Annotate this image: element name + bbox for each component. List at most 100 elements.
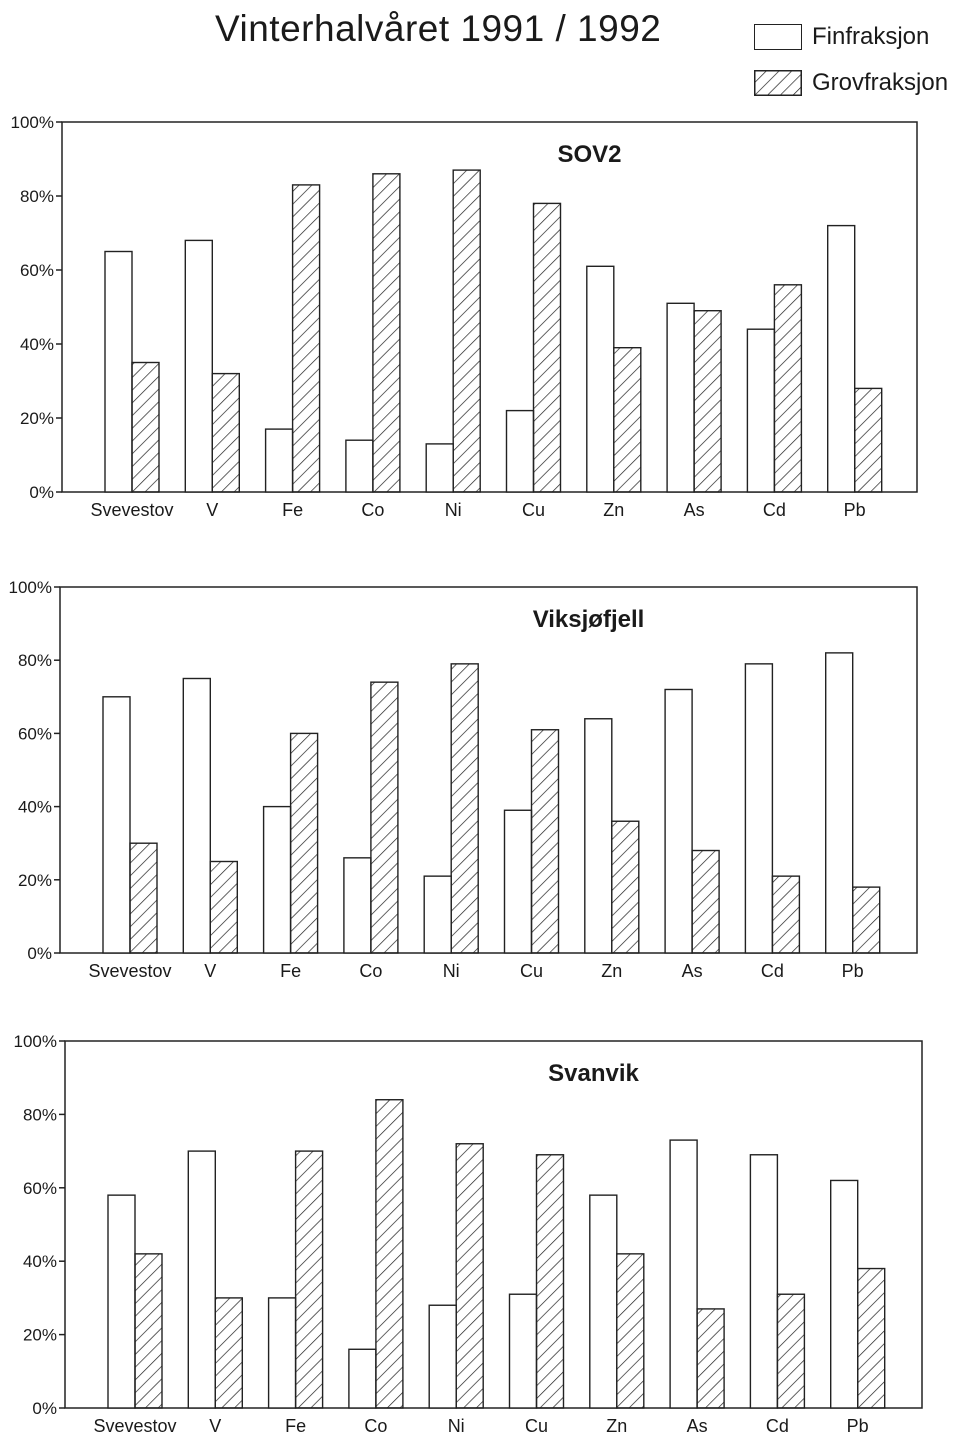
x-tick-label: Zn <box>606 1416 627 1436</box>
page-title: Vinterhalvåret 1991 / 1992 <box>215 8 662 49</box>
bar-finfraksjon <box>264 428 294 493</box>
x-tick-label: Fe <box>280 961 301 981</box>
legend-label-coarse: Grovfraksjon <box>812 69 949 96</box>
x-tick-label: Svevestov <box>88 961 171 981</box>
y-tick-label: 0% <box>32 1399 57 1418</box>
y-tick-label: 60% <box>20 261 54 280</box>
bar-finfraksjon <box>669 1139 698 1409</box>
bar-grovfraksjon <box>773 284 803 493</box>
bar-grovfraksjon <box>854 387 883 493</box>
bar-finfraksjon <box>503 809 533 954</box>
bar-grovfraksjon <box>452 169 481 493</box>
y-tick-label: 100% <box>9 578 52 597</box>
bar-finfraksjon <box>182 677 212 954</box>
x-tick-label: Fe <box>282 500 303 520</box>
y-tick-label: 0% <box>27 944 52 963</box>
bar-grovfraksjon <box>455 1143 484 1409</box>
y-tick-label: 80% <box>18 651 52 670</box>
y-tick-label: 40% <box>20 335 54 354</box>
bar-finfraksjon <box>589 1194 618 1409</box>
bar-finfraksjon <box>107 1194 136 1409</box>
x-tick-label: Co <box>361 500 384 520</box>
x-tick-label: Pb <box>847 1416 869 1436</box>
x-tick-label: Ni <box>443 961 460 981</box>
bar-grovfraksjon <box>214 1297 244 1409</box>
bar-finfraksjon <box>425 443 454 493</box>
bar-finfraksjon <box>184 239 214 493</box>
y-tick-label: 20% <box>20 409 54 428</box>
bar-grovfraksjon <box>616 1253 645 1409</box>
y-tick-label: 0% <box>29 483 54 502</box>
legend-item-fine: Finfraksjon <box>754 22 929 52</box>
x-tick-label: Cd <box>763 500 786 520</box>
chart-sov2: 0% 20% 40% 60% 80% 100% SOV2 Svevestov V Fe Co Ni Cu… <box>11 113 918 520</box>
bar-finfraksjon <box>586 265 615 493</box>
plot-frame <box>61 121 918 493</box>
bar-finfraksjon <box>744 663 774 954</box>
x-tick-label: V <box>204 961 216 981</box>
y-tick-label: 40% <box>18 798 52 817</box>
bar-grovfraksjon <box>372 173 401 493</box>
bar-finfraksjon <box>749 1154 779 1409</box>
bar-grovfraksjon <box>776 1293 806 1409</box>
x-tick-label: Cu <box>522 500 545 520</box>
chart-title: Viksjøfjell <box>533 606 645 633</box>
bar-finfraksjon <box>827 224 856 493</box>
bar-grovfraksjon <box>370 681 399 954</box>
bar-grovfraksjon <box>530 729 560 954</box>
legend-label-fine: Finfraksjon <box>812 23 930 50</box>
bar-grovfraksjon <box>771 875 801 954</box>
y-tick-label: 80% <box>20 187 54 206</box>
bar-grovfraksjon <box>131 361 160 493</box>
bar-grovfraksjon <box>375 1099 404 1409</box>
x-tick-label: Zn <box>601 961 622 981</box>
bar-finfraksjon <box>666 302 695 493</box>
bar-finfraksjon <box>584 718 613 954</box>
x-tick-label: Ni <box>445 500 462 520</box>
plot-frame <box>59 586 918 954</box>
x-tick-label: Cu <box>525 1416 548 1436</box>
bar-finfraksjon <box>343 857 372 954</box>
x-tick-label: Cd <box>761 961 784 981</box>
y-tick-label: 20% <box>23 1326 57 1345</box>
y-tick-label: 100% <box>14 1032 57 1051</box>
x-tick-label: Pb <box>842 961 864 981</box>
y-tick-label: 20% <box>18 871 52 890</box>
bar-grovfraksjon <box>294 1150 324 1409</box>
legend-swatch-coarse <box>754 70 802 96</box>
x-tick-label: Co <box>364 1416 387 1436</box>
bar-grovfraksjon <box>613 347 642 493</box>
chart-title: SOV2 <box>557 141 621 168</box>
bar-finfraksjon <box>187 1150 217 1409</box>
y-tick-label: 80% <box>23 1105 57 1124</box>
legend-item-coarse: Grovfraksjon <box>754 68 948 98</box>
bar-finfraksjon <box>505 409 535 493</box>
x-tick-label: Cu <box>520 961 543 981</box>
bar-grovfraksjon <box>129 842 158 954</box>
bar-finfraksjon <box>746 328 776 493</box>
bar-grovfraksjon <box>611 820 640 954</box>
bar-grovfraksjon <box>857 1267 886 1409</box>
x-tick-label: Svevestov <box>90 500 173 520</box>
bar-grovfraksjon <box>209 860 239 954</box>
bar-finfraksjon <box>104 250 133 493</box>
bar-finfraksjon <box>508 1293 538 1409</box>
legend-swatch-fine <box>754 24 802 50</box>
x-tick-label: V <box>209 1416 221 1436</box>
bar-grovfraksjon <box>691 849 720 954</box>
bar-finfraksjon <box>428 1304 457 1409</box>
bar-grovfraksjon <box>852 886 881 954</box>
x-tick-label: Co <box>359 961 382 981</box>
bar-finfraksjon <box>267 1297 297 1409</box>
y-tick-label: 40% <box>23 1252 57 1271</box>
bar-grovfraksjon <box>289 732 319 954</box>
y-tick-label: 100% <box>11 113 54 132</box>
plot-frame <box>64 1040 923 1409</box>
bar-finfraksjon <box>664 688 693 954</box>
x-tick-label: Ni <box>448 1416 465 1436</box>
bar-finfraksjon <box>102 696 131 954</box>
bar-finfraksjon <box>423 875 452 954</box>
x-tick-label: V <box>206 500 218 520</box>
x-tick-label: As <box>684 500 705 520</box>
